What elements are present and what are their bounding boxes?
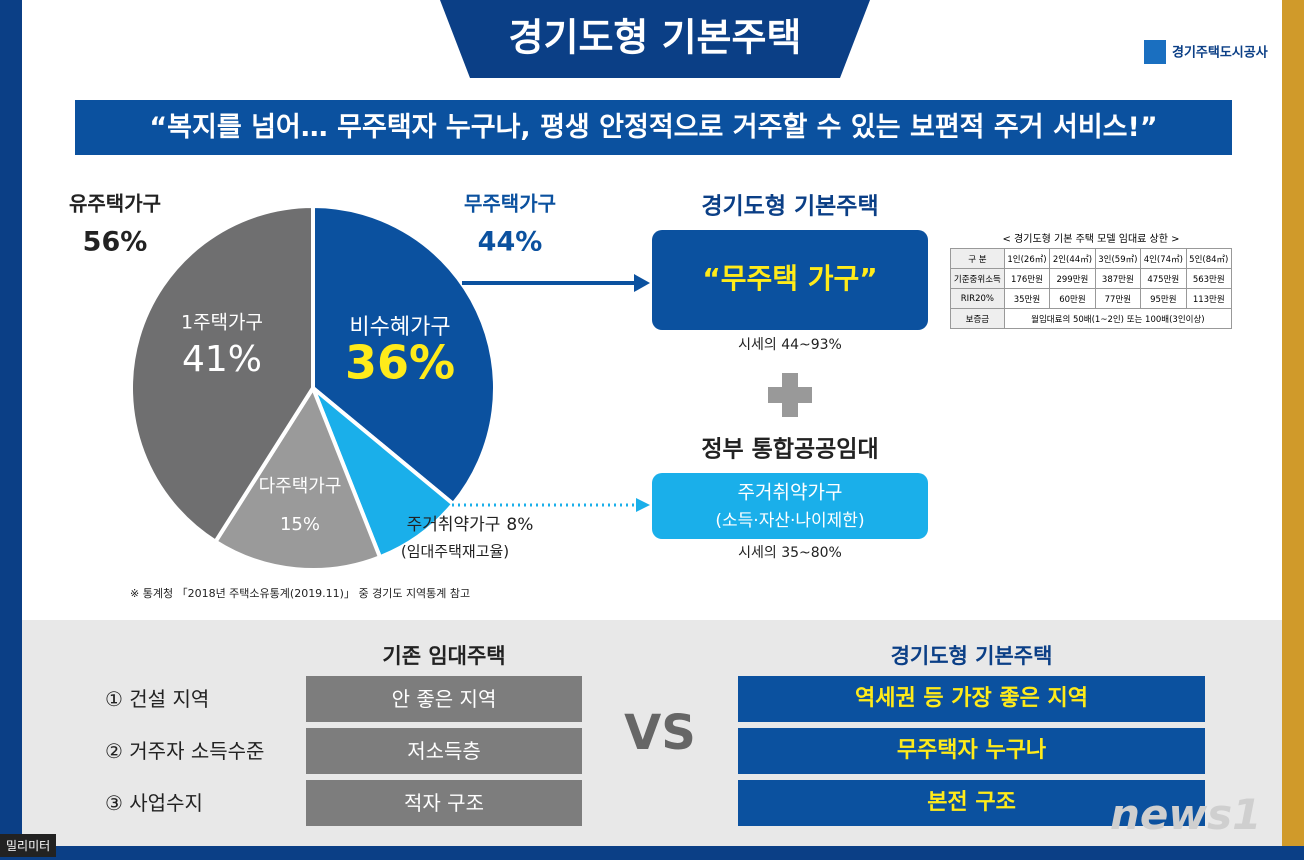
group-label: 56% [83, 227, 148, 258]
table-row: 기준중위소득 176만원 299만원 387만원 475만원 563만원 [950, 268, 1233, 289]
arrow-head [634, 274, 650, 292]
box-note: 시세의 35~80% [738, 545, 842, 561]
box-note: 시세의 44~93% [738, 337, 842, 353]
table-cell: 35만원 [1003, 288, 1051, 309]
table-row: 보증금 월임대료의 50배(1~2인) 또는 100배(3인이상) [950, 308, 1233, 329]
table-title: < 경기도형 기본 주택 모델 임대료 상한 > [1002, 234, 1180, 245]
compare-new: 본전 구조 [738, 780, 1205, 826]
box-text: 주거취약가구 [738, 482, 843, 504]
compare-item: ② 거주자 소득수준 [105, 739, 265, 763]
annotation: (임대주택재고율) [401, 543, 509, 561]
table-cell: 299만원 [1049, 268, 1096, 289]
table-cell: 475만원 [1140, 268, 1187, 289]
table-cell: RIR20% [950, 288, 1005, 309]
arrow-head [636, 498, 650, 512]
group-name: 유주택가구 [69, 192, 161, 216]
compare-old: 안 좋은 지역 [306, 676, 582, 722]
table-cell: 구 분 [950, 248, 1005, 269]
table-cell: 387만원 [1094, 268, 1142, 289]
table-cell: 563만원 [1185, 268, 1233, 289]
compare-old: 저소득층 [306, 728, 582, 774]
frame-bottom [0, 846, 1304, 860]
box [652, 473, 928, 539]
plus [768, 387, 812, 403]
table-cell: 60만원 [1049, 288, 1096, 309]
table-cell: 4인(74㎡) [1140, 248, 1187, 269]
compare-title: 기존 임대주택 [382, 644, 506, 668]
table-cell: 2인(44㎡) [1049, 248, 1096, 269]
value-label: 36% [345, 336, 455, 390]
box-title: 경기도형 기본주택 [701, 194, 878, 220]
table-cell: 176만원 [1003, 268, 1051, 289]
value-label: 8% [506, 515, 533, 535]
frame-left [0, 0, 22, 860]
corner-label: 밀리미터 [0, 834, 57, 857]
table-cell: 113만원 [1185, 288, 1233, 309]
group-label: 44% [478, 227, 543, 258]
logo-icon [1144, 40, 1166, 64]
table-cell: 95만원 [1140, 288, 1187, 309]
table-cell: 77만원 [1094, 288, 1142, 309]
category-label: 1주택가구 [181, 312, 263, 334]
table-cell: 월임대료의 50배(1~2인) 또는 100배(3인이상) [1003, 308, 1233, 329]
slice-label: 주거취약가구 8% [407, 515, 534, 535]
source-note: ※ 통계청 「2018년 주택소유통계(2019.11)」 중 경기도 지역통계… [130, 587, 470, 600]
table-cell: 3인(59㎡) [1094, 248, 1142, 269]
box-title: 정부 통합공공임대 [701, 437, 878, 463]
vs: VS [624, 705, 696, 761]
category-label: 다주택가구 [259, 476, 342, 497]
frame-right [1282, 0, 1304, 860]
compare-item: ③ 사업수지 [105, 791, 203, 815]
value-label: 15% [280, 514, 320, 535]
title-banner: 경기도형 기본주택 경기주택도시공사 [440, 0, 1268, 78]
slogan: “복지를 넘어… 무주택자 누구나, 평생 안정적으로 거주할 수 있는 보편적… [75, 100, 1232, 155]
table-cell: 보증금 [950, 308, 1005, 329]
logo-text: 경기주택도시공사 [1172, 45, 1268, 61]
pie-slice [311, 203, 497, 507]
table-cell: 5인(84㎡) [1185, 248, 1233, 269]
box [652, 230, 928, 330]
box-text: (소득·자산·나이제한) [715, 511, 864, 531]
table-row: RIR20% 35만원 60만원 77만원 95만원 113만원 [950, 288, 1233, 309]
page-title: 경기도형 기본주택 [509, 16, 802, 60]
compare-item: ① 건설 지역 [105, 687, 210, 711]
compare-new: 역세권 등 가장 좋은 지역 [738, 676, 1205, 722]
watermark: news1 [1110, 790, 1262, 839]
group-name: 무주택가구 [464, 192, 556, 216]
table-cell: 1인(26㎡) [1003, 248, 1051, 269]
category-label: 주거취약가구 [407, 515, 501, 535]
rent-table: 구 분 1인(26㎡) 2인(44㎡) 3인(59㎡) 4인(74㎡) 5인(84㎡) 기준… [950, 248, 1233, 329]
category-label: 비수혜가구 [349, 315, 450, 340]
value-label: 41% [182, 339, 262, 380]
table-cell: 기준중위소득 [950, 268, 1005, 289]
box-area: 경기도형 기본주택 “무주택 가구” 시세의 44~93% 정부 통합공공임대 … [652, 194, 928, 561]
pie-slice [212, 383, 383, 572]
box-text: “무주택 가구” [702, 262, 877, 295]
banner-shape [440, 0, 870, 78]
compare-old: 적자 구조 [306, 780, 582, 826]
pie-slice [129, 203, 315, 545]
compare-title: 경기도형 기본주택 [890, 644, 1053, 668]
compare-new: 무주택자 누구나 [738, 728, 1205, 774]
table-row: 구 분 1인(26㎡) 2인(44㎡) 3인(59㎡) 4인(74㎡) 5인(84㎡) [950, 248, 1233, 269]
